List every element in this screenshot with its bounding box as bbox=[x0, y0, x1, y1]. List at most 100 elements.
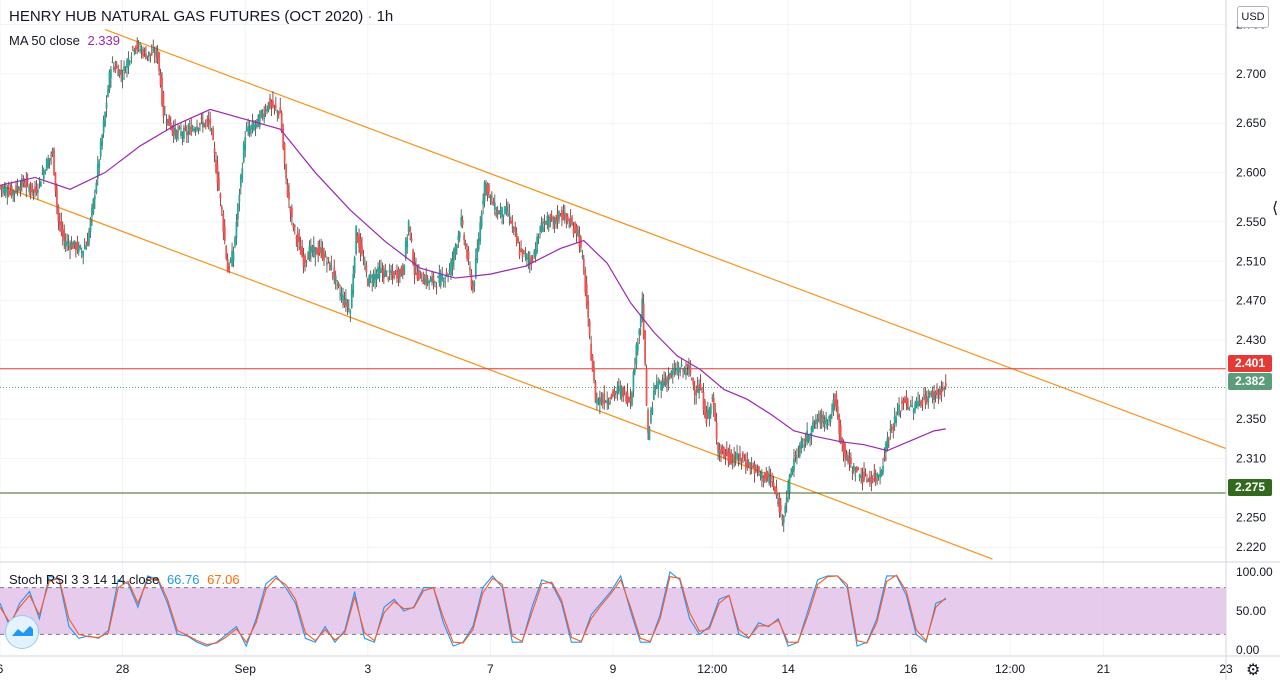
candle-body bbox=[9, 190, 12, 193]
candle-body bbox=[453, 249, 455, 261]
candle-body bbox=[276, 110, 279, 113]
candle-body bbox=[146, 55, 149, 57]
candle-body bbox=[88, 231, 90, 245]
horizontal-levels[interactable] bbox=[0, 368, 1226, 494]
stoch-legend[interactable]: Stoch RSI 3 3 14 14 close 66.76 67.06 bbox=[9, 572, 240, 587]
candle-body bbox=[219, 193, 222, 199]
candle-body bbox=[311, 247, 314, 251]
candle-body bbox=[660, 382, 663, 391]
candle-body bbox=[83, 247, 86, 249]
ma-legend[interactable]: MA 50 close 2.339 bbox=[9, 33, 120, 48]
candle-body bbox=[673, 367, 676, 372]
candle-body bbox=[901, 400, 903, 404]
price-tick-label: 2.700 bbox=[1236, 67, 1266, 81]
candle-body bbox=[120, 69, 123, 74]
candle-body bbox=[610, 394, 613, 399]
candle-body bbox=[553, 217, 556, 225]
candle-body bbox=[180, 131, 182, 136]
candle-body bbox=[201, 121, 204, 128]
candle-body bbox=[855, 466, 858, 473]
candle-body bbox=[575, 225, 578, 235]
candle-body bbox=[526, 254, 528, 260]
candle-body bbox=[244, 137, 247, 151]
candle-body bbox=[736, 452, 738, 460]
candle-body bbox=[574, 222, 576, 233]
candle-body bbox=[16, 186, 19, 190]
candle-body bbox=[667, 376, 670, 382]
gear-icon[interactable]: ⚙ bbox=[1246, 662, 1261, 679]
candle-body bbox=[752, 465, 754, 468]
candle-body bbox=[473, 281, 476, 287]
candle-body bbox=[400, 267, 403, 274]
channel-line bbox=[0, 184, 993, 560]
candle-body bbox=[457, 235, 460, 241]
candle-body bbox=[92, 198, 95, 214]
candle-body bbox=[324, 254, 327, 257]
candle-body bbox=[365, 265, 368, 273]
candle-body bbox=[21, 178, 23, 187]
candle-body bbox=[482, 200, 484, 205]
currency-button[interactable]: USD bbox=[1237, 6, 1269, 28]
candle-body bbox=[593, 367, 595, 381]
candle-body bbox=[96, 163, 99, 179]
candle-body bbox=[215, 159, 217, 173]
time-tick-label: 23 bbox=[1219, 662, 1233, 676]
candle-body bbox=[814, 422, 817, 425]
candle-body bbox=[292, 225, 295, 228]
candle-body bbox=[539, 233, 541, 235]
candle-body bbox=[3, 187, 6, 194]
candle-body bbox=[403, 264, 406, 275]
candle-body bbox=[936, 389, 938, 394]
candle-body bbox=[7, 191, 10, 196]
candle-body bbox=[531, 260, 534, 262]
candle-body bbox=[479, 222, 482, 242]
candle-body bbox=[518, 250, 521, 256]
candle-body bbox=[885, 443, 887, 453]
candle-body bbox=[638, 329, 641, 336]
candle-body bbox=[733, 454, 736, 461]
candle-body bbox=[56, 188, 58, 206]
candle-body bbox=[577, 229, 579, 236]
candle-body bbox=[524, 253, 527, 257]
candle-body bbox=[480, 213, 483, 228]
candle-body bbox=[93, 195, 96, 200]
candle-body bbox=[31, 183, 33, 193]
candle-body bbox=[924, 395, 927, 403]
candle-body bbox=[521, 249, 524, 258]
resize-handle-icon[interactable]: ⟨ bbox=[1272, 200, 1279, 217]
candle-body bbox=[931, 391, 934, 399]
candle-body bbox=[690, 377, 693, 380]
ma-label: MA 50 close bbox=[9, 33, 80, 48]
tradingview-logo-icon[interactable] bbox=[5, 615, 39, 649]
candle-body bbox=[197, 128, 200, 130]
candle-body bbox=[682, 368, 684, 371]
candle-body bbox=[79, 245, 82, 249]
candle-body bbox=[650, 409, 652, 423]
candle-body bbox=[580, 236, 582, 248]
candle-body bbox=[269, 98, 271, 108]
candle-body bbox=[561, 210, 563, 217]
candle-body bbox=[330, 264, 333, 270]
candle-body bbox=[391, 270, 394, 275]
candle-body bbox=[507, 211, 509, 213]
candle-body bbox=[461, 220, 464, 225]
candle-body bbox=[585, 284, 588, 306]
candle-body bbox=[416, 272, 419, 280]
candle-body bbox=[677, 367, 680, 372]
candle-body bbox=[850, 457, 852, 464]
candle-body bbox=[912, 409, 915, 414]
candle-body bbox=[836, 406, 839, 418]
candle-body bbox=[145, 53, 147, 59]
candle-body bbox=[118, 70, 121, 75]
candle-body bbox=[70, 242, 73, 249]
candle-body bbox=[582, 258, 585, 269]
candle-body bbox=[812, 421, 814, 432]
descending-channel[interactable] bbox=[0, 29, 1227, 560]
candle-body bbox=[158, 52, 160, 71]
candle-body bbox=[304, 255, 306, 263]
interval-label[interactable]: 1h bbox=[376, 8, 394, 25]
candle-body bbox=[425, 274, 428, 285]
candle-body bbox=[613, 390, 616, 396]
candle-body bbox=[12, 190, 15, 195]
